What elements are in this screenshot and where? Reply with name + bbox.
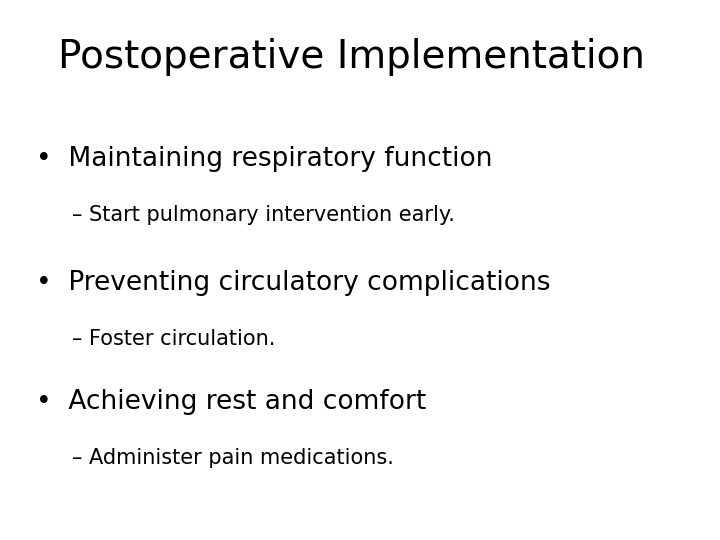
Text: – Administer pain medications.: – Administer pain medications. — [72, 448, 394, 468]
Text: Postoperative Implementation: Postoperative Implementation — [58, 38, 644, 76]
Text: – Foster circulation.: – Foster circulation. — [72, 329, 275, 349]
Text: – Start pulmonary intervention early.: – Start pulmonary intervention early. — [72, 205, 455, 225]
Text: •  Preventing circulatory complications: • Preventing circulatory complications — [36, 270, 551, 296]
Text: •  Maintaining respiratory function: • Maintaining respiratory function — [36, 146, 492, 172]
Text: •  Achieving rest and comfort: • Achieving rest and comfort — [36, 389, 426, 415]
